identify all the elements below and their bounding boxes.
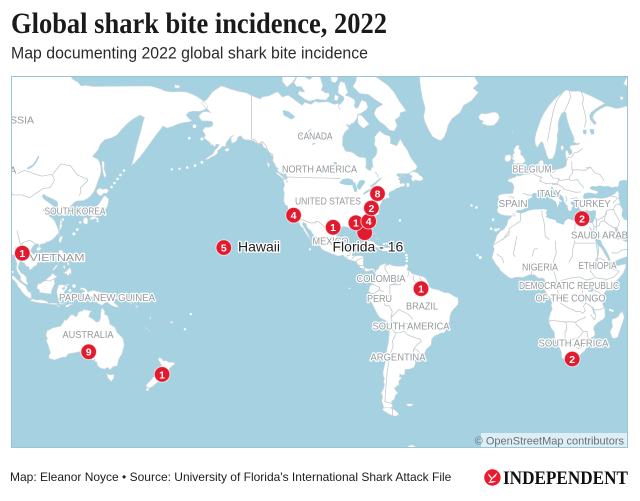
svg-text:VIETNAM: VIETNAM: [30, 253, 85, 264]
svg-text:TURKEY: TURKEY: [574, 199, 612, 210]
svg-text:RUSSIA: RUSSIA: [0, 115, 35, 126]
svg-text:BRAZIL: BRAZIL: [406, 302, 439, 313]
svg-text:© OpenStreetMap contributors: © OpenStreetMap contributors: [475, 435, 625, 447]
svg-text:SAUDI ARABIA: SAUDI ARABIA: [571, 231, 638, 242]
svg-text:SOUTH KOREA: SOUTH KOREA: [45, 207, 106, 218]
svg-text:MONGOLIA: MONGOLIA: [0, 166, 17, 177]
svg-text:Hawaii: Hawaii: [238, 238, 280, 254]
svg-text:CANADA: CANADA: [298, 132, 333, 143]
svg-text:SOUTH AFRICA: SOUTH AFRICA: [539, 339, 610, 350]
svg-text:ARGENTINA: ARGENTINA: [371, 353, 427, 364]
svg-text:OF THE CONGO: OF THE CONGO: [536, 294, 606, 305]
svg-text:4: 4: [366, 216, 372, 228]
svg-text:1: 1: [353, 218, 359, 230]
svg-text:1: 1: [19, 248, 25, 260]
svg-text:9: 9: [86, 347, 92, 359]
svg-text:8: 8: [375, 189, 381, 201]
svg-text:2: 2: [368, 203, 374, 215]
svg-text:SOUTH AMERICA: SOUTH AMERICA: [373, 322, 451, 333]
svg-text:SPAIN: SPAIN: [499, 199, 528, 210]
svg-text:BELGIUM: BELGIUM: [513, 165, 552, 176]
svg-text:1: 1: [159, 369, 165, 381]
svg-text:ITALY: ITALY: [537, 189, 562, 200]
svg-text:PAPUA NEW GUINEA: PAPUA NEW GUINEA: [59, 293, 156, 304]
svg-text:Florida - 16: Florida - 16: [333, 239, 404, 255]
svg-text:Map: Eleanor Noyce • Source: U: Map: Eleanor Noyce • Source: University …: [10, 470, 452, 484]
svg-text:PERU: PERU: [367, 294, 392, 305]
svg-text:DEMOCRATIC REPUBLIC: DEMOCRATIC REPUBLIC: [519, 281, 619, 292]
svg-text:Map documenting 2022 global sh: Map documenting 2022 global shark bite i…: [11, 45, 368, 63]
svg-text:UNITED STATES: UNITED STATES: [295, 197, 361, 208]
svg-text:MEXICO: MEXICO: [313, 237, 349, 248]
svg-text:Global shark bite incidence, 2: Global shark bite incidence, 2022: [11, 7, 387, 40]
svg-text:COLOMBIA: COLOMBIA: [357, 274, 407, 285]
svg-text:2: 2: [569, 354, 575, 366]
svg-text:NORTH AMERICA: NORTH AMERICA: [282, 165, 357, 176]
svg-text:4: 4: [291, 210, 297, 222]
svg-text:ETHIOPIA: ETHIOPIA: [579, 261, 617, 272]
svg-text:AUSTRALIA: AUSTRALIA: [63, 330, 115, 341]
svg-text:NIGERIA: NIGERIA: [522, 263, 558, 274]
svg-text:INDEPENDENT: INDEPENDENT: [503, 468, 628, 489]
svg-text:1: 1: [418, 284, 424, 296]
svg-text:5: 5: [221, 243, 227, 255]
svg-text:2: 2: [579, 214, 585, 226]
svg-text:1: 1: [330, 222, 336, 234]
